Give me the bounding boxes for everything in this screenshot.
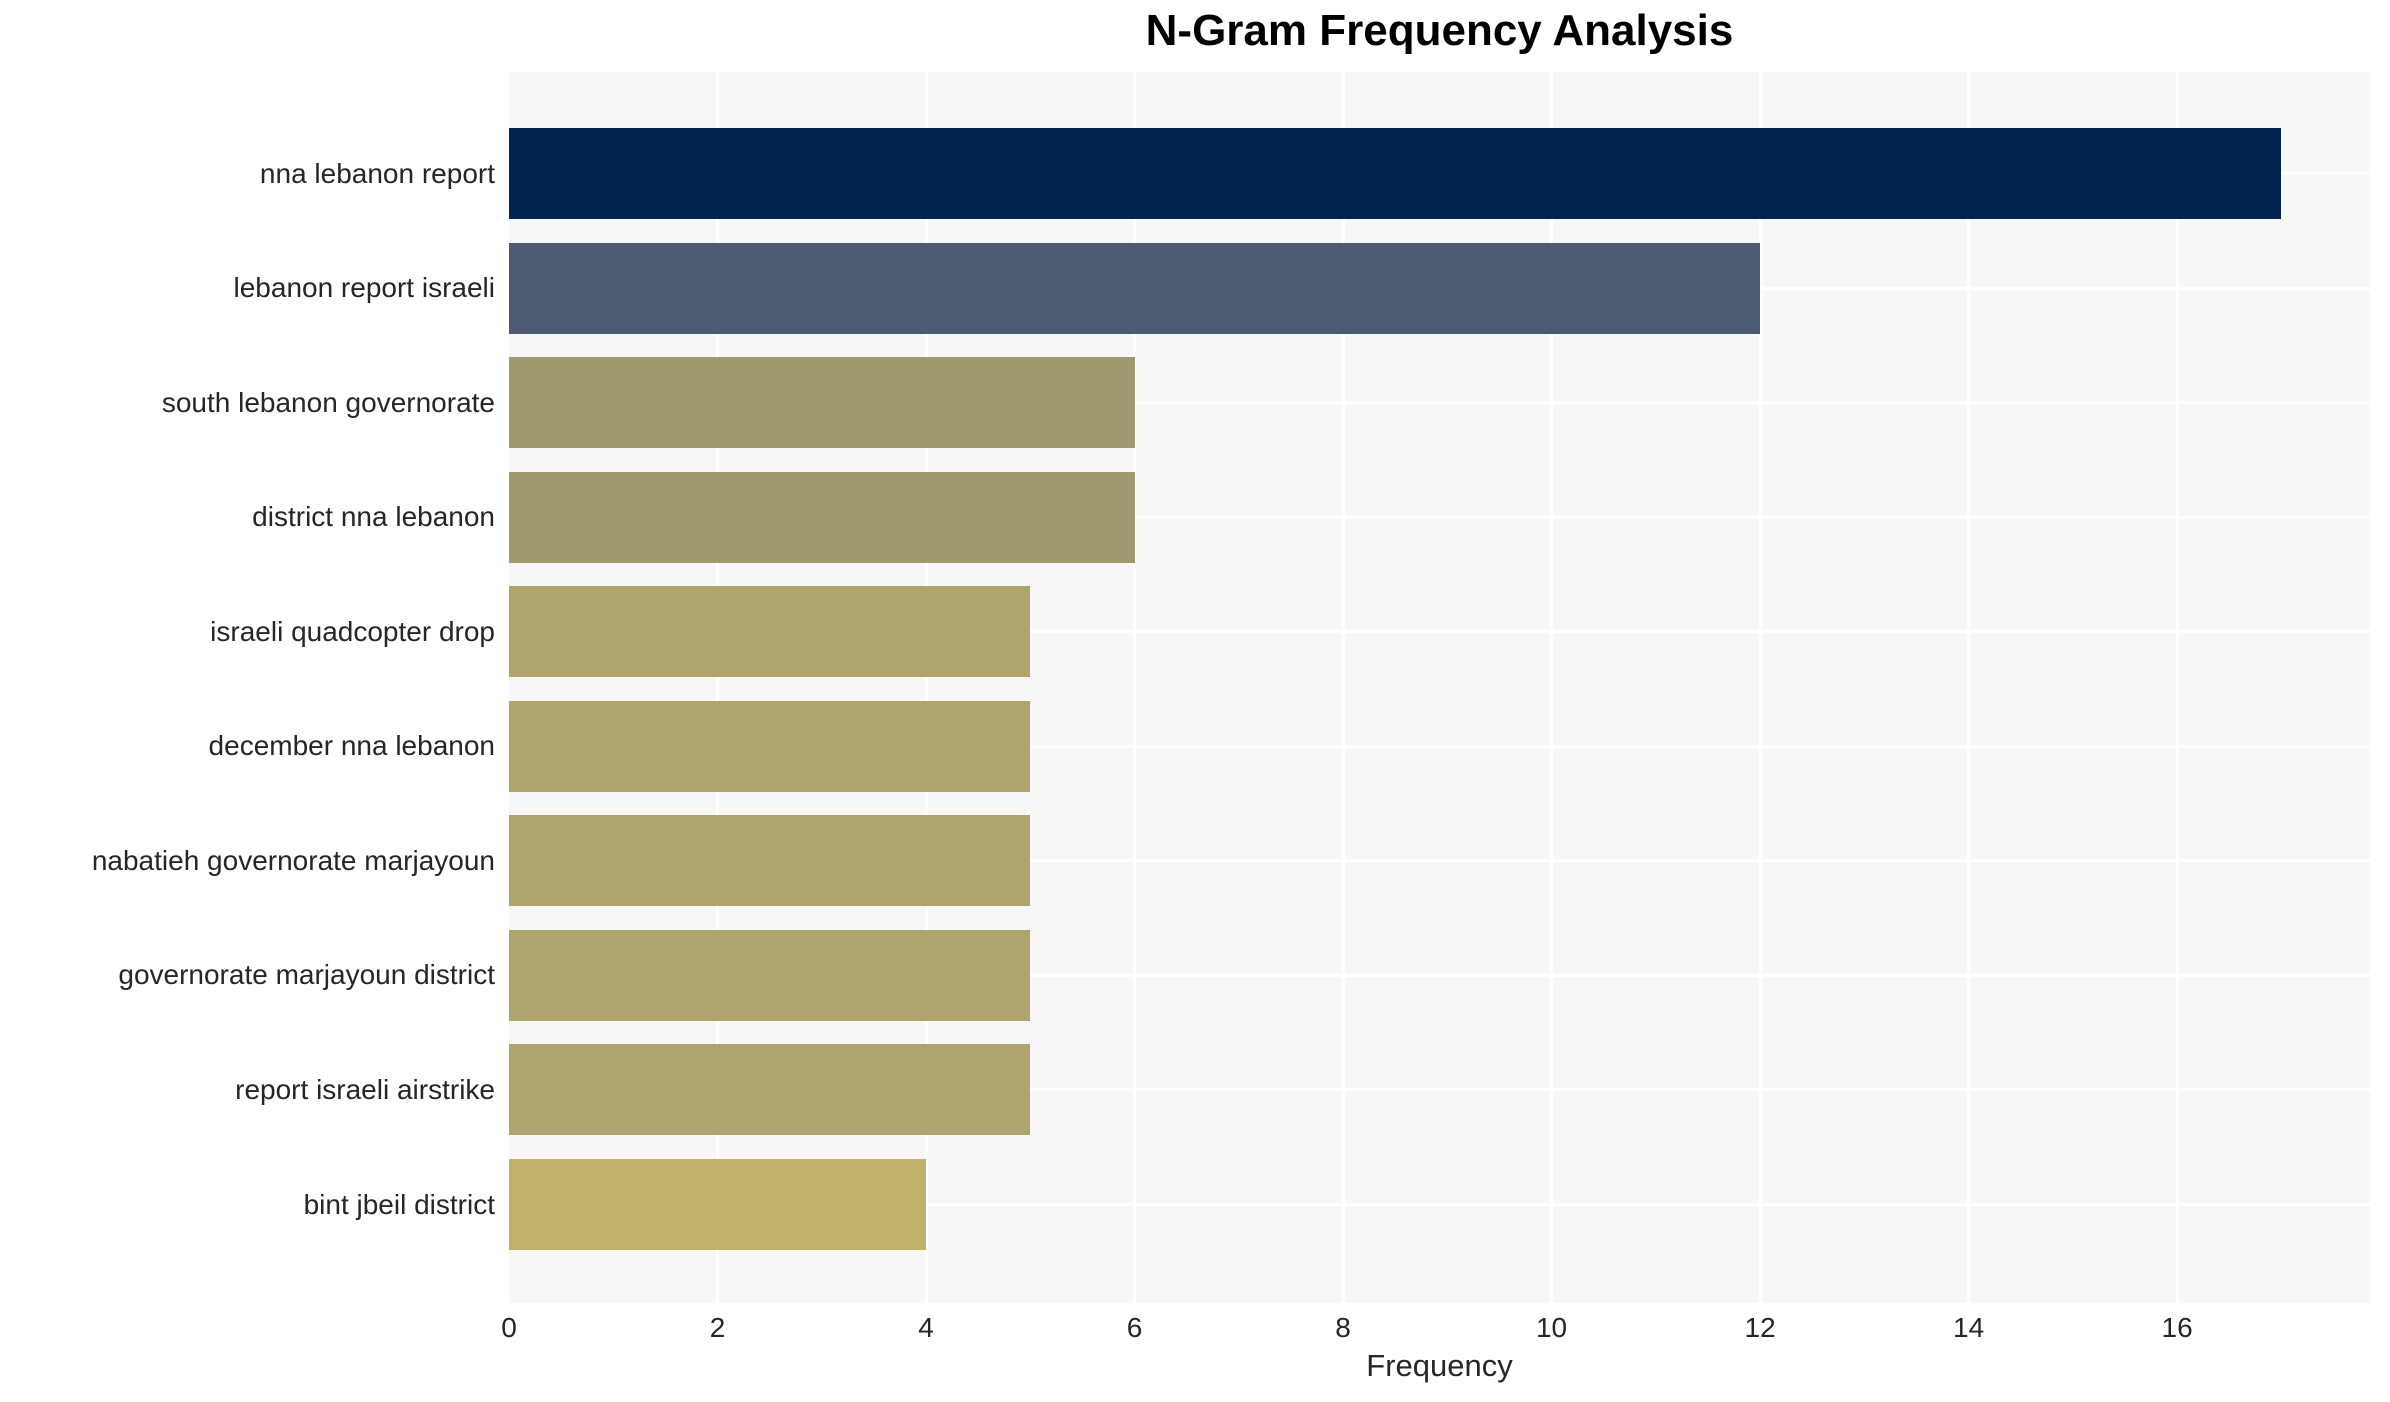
bar-december-nna-lebanon [509, 700, 1031, 792]
vertical-gridline [1550, 72, 1554, 1303]
bar-lebanon-report-israeli [509, 242, 1761, 334]
bar-israeli-quadcopter-drop [509, 586, 1031, 678]
x-axis-title: Frequency [1366, 1348, 1513, 1383]
x-tick-label: 6 [1126, 1312, 1143, 1343]
horizontal-gridline [509, 515, 2370, 519]
vertical-gridline [1758, 72, 1762, 1303]
bar-report-israeli-airstrike [509, 1044, 1031, 1136]
horizontal-gridline [509, 1203, 2370, 1206]
bar-bint-jbeil-district [509, 1159, 927, 1250]
y-tick-label: report israeli airstrike [235, 1073, 495, 1105]
vertical-gridline [1967, 72, 1971, 1303]
horizontal-gridline [509, 1088, 2370, 1092]
y-tick-label: nna lebanon report [259, 157, 495, 189]
x-tick-label: 8 [1335, 1312, 1351, 1343]
y-tick-label: december nna lebanon [208, 730, 495, 762]
y-tick-label: governorate marjayoun district [118, 959, 495, 991]
horizontal-gridline [509, 973, 2370, 977]
y-tick-label: district nna lebanon [252, 501, 495, 533]
x-tick-label: 14 [1953, 1312, 1985, 1343]
y-tick-label: lebanon report israeli [233, 272, 496, 304]
chart-title: N-Gram Frequency Analysis [1145, 6, 1734, 55]
vertical-gridline [716, 72, 719, 1303]
vertical-gridline [1341, 72, 1345, 1303]
y-tick-label: nabatieh governorate marjayoun [91, 844, 495, 876]
bar-nabatieh-governorate-marjayoun [509, 815, 1031, 907]
vertical-gridline [1133, 72, 1137, 1303]
x-tick-label: 12 [1744, 1312, 1776, 1343]
vertical-gridline [924, 72, 928, 1303]
bar-south-lebanon-governorate [509, 357, 1135, 449]
horizontal-gridline [509, 859, 2370, 863]
plot-area [509, 72, 2370, 1303]
x-tick-label: 10 [1535, 1312, 1568, 1343]
vertical-gridline [2175, 72, 2179, 1303]
horizontal-gridline [509, 401, 2370, 405]
x-tick-label: 16 [2161, 1312, 2193, 1343]
x-tick-label: 2 [709, 1312, 726, 1343]
bar-nna-lebanon-report [509, 128, 2282, 219]
horizontal-gridline [509, 744, 2370, 748]
x-tick-label: 4 [918, 1312, 934, 1343]
y-tick-label: south lebanon governorate [161, 386, 495, 418]
bar-district-nna-lebanon [509, 471, 1135, 563]
y-tick-label: bint jbeil district [303, 1188, 495, 1220]
bar-governorate-marjayoun-district [509, 929, 1031, 1021]
x-tick-label: 0 [501, 1312, 517, 1343]
horizontal-gridline [509, 630, 2370, 634]
y-tick-label: israeli quadcopter drop [210, 615, 495, 647]
